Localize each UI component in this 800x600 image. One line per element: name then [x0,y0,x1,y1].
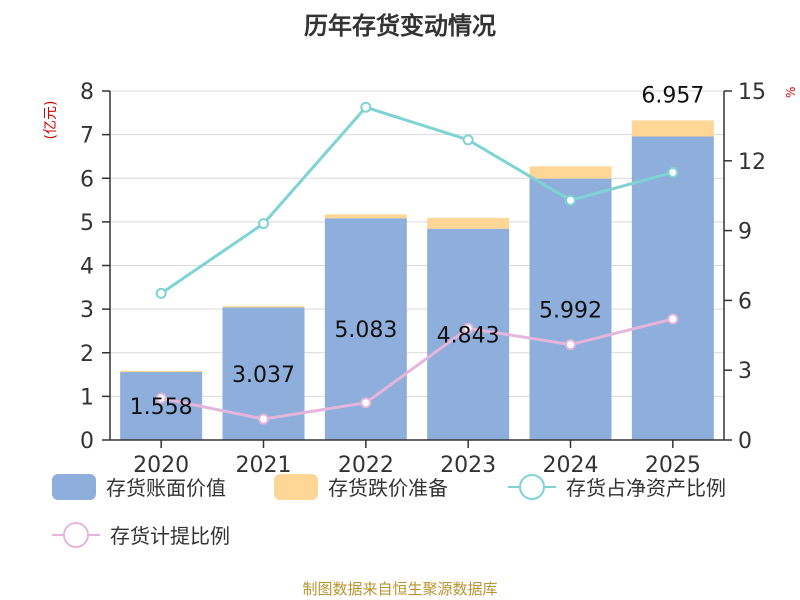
provision-ratio-legend-label: 存货计提比例 [110,524,230,548]
book-value-data-label: 5.992 [539,298,602,323]
left-axis-tick-label: 1 [80,385,94,410]
book-value-bar [529,178,612,440]
right-axis-tick-label: 9 [738,220,752,245]
net-asset-ratio-point [258,218,269,230]
book-value-data-label: 5.083 [334,318,397,343]
book-value-legend-label: 存货账面价值 [106,476,226,500]
left-axis-tick-label: 0 [80,429,94,454]
legend-item-provision-ratio: 存货计提比例 [52,520,230,549]
book-value-data-label: 6.957 [641,84,704,109]
net-asset-ratio-point [565,194,576,206]
x-axis-tick-label: 2023 [440,453,496,478]
provision-ratio-line [160,317,674,421]
book-value-bar [120,372,203,440]
book-value-legend-swatch [52,473,96,500]
right-axis-tick-label: 15 [738,80,766,105]
reserve-legend-swatch [274,473,318,500]
book-value-bar [427,228,510,440]
reserve-bar [324,214,407,219]
right-axis-tick-label: 6 [738,289,752,314]
book-value-data-label: 3.037 [232,363,295,388]
x-axis-tick-label: 2025 [645,453,701,478]
net-asset-ratio-legend-swatch [508,473,556,501]
reserve-bar [529,166,612,179]
left-axis-tick-label: 3 [80,298,94,323]
left-axis-tick-label: 5 [80,211,94,236]
reserve-legend-label: 存货跌价准备 [328,476,448,500]
reserve-bar [427,217,510,229]
data-label-layer: 1.558 3.037 5.083 4.843 5.992 6.957 [130,84,705,421]
provision-ratio-point [155,392,167,404]
left-axis-tick-label: 4 [80,255,94,280]
x-axis-tick-label: 2024 [543,453,599,478]
right-axis-tick-label: 3 [738,359,752,384]
provision-ratio-point [462,322,474,334]
chart-title: 历年存货变动情况 [304,12,496,40]
net-asset-ratio-line [160,105,674,295]
x-axis-tick-label: 2020 [133,453,189,478]
right-axis-tick-label: 12 [738,150,766,175]
reserve-bar [222,306,305,308]
provision-ratio-legend-swatch [52,521,100,549]
chart-legend: 存货账面价值 存货跌价准备 存货占净资产比例 存货计提比例 [52,472,792,562]
provision-ratio-point [667,313,679,325]
right-axis-tick-label: 0 [738,429,752,454]
net-asset-ratio-point [667,166,679,178]
left-axis-tick-label: 2 [80,342,94,367]
provision-ratio-point [565,339,576,351]
reserve-bar [631,120,714,137]
legend-item-reserve: 存货跌价准备 [274,472,448,501]
left-axis-tick-label: 8 [80,80,94,105]
legend-item-net-asset-ratio: 存货占净资产比例 [508,472,726,501]
net-asset-ratio-point [462,134,474,146]
x-axis-tick-label: 2022 [338,453,394,478]
reserve-bar [120,370,203,373]
bar-layer [120,120,714,441]
provision-ratio-point [360,397,372,409]
line-layer [155,101,679,425]
book-value-data-label: 1.558 [130,395,193,420]
book-value-bar [631,136,714,441]
left-axis-tick-label: 7 [80,124,94,149]
legend-item-book-value: 存货账面价值 [52,472,226,501]
provision-ratio-point [258,413,269,425]
net-asset-ratio-point [360,101,372,113]
net-asset-ratio-legend-label: 存货占净资产比例 [566,476,726,500]
net-asset-ratio-point [155,287,167,299]
book-value-data-label: 4.843 [437,323,500,348]
data-source-note: 制图数据来自恒生聚源数据库 [302,580,498,598]
left-axis-tick-label: 6 [80,167,94,192]
